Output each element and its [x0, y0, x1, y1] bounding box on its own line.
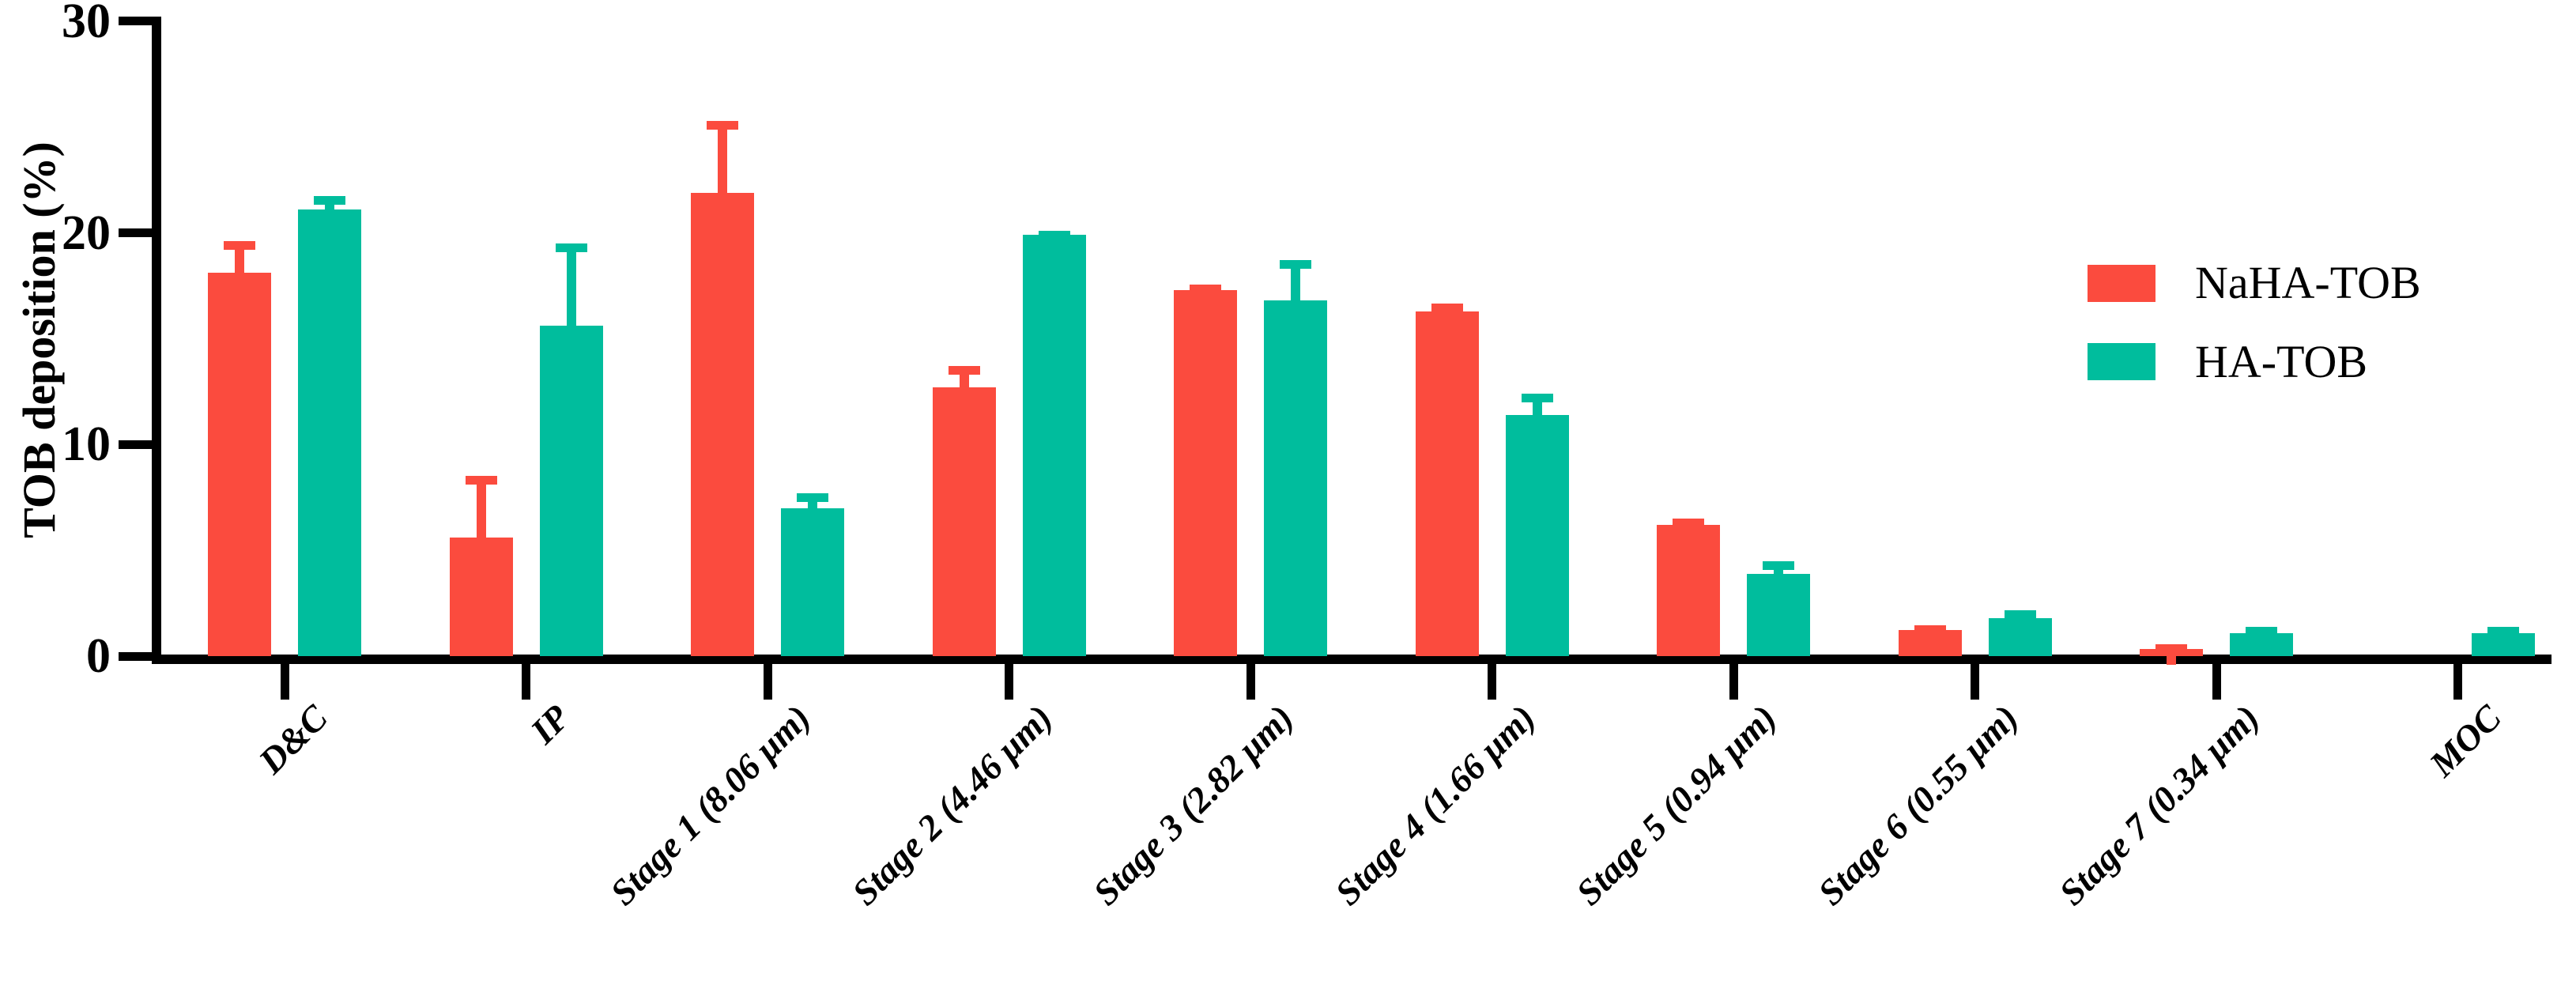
error-bar-line [718, 127, 727, 209]
legend-swatch-ha-tob [2088, 343, 2155, 380]
error-bar-line [566, 250, 576, 342]
error-bar-cap [1673, 518, 1704, 527]
error-bar-cap [707, 120, 738, 130]
y-axis-spine [152, 17, 161, 664]
error-bar-cap [1280, 260, 1311, 270]
error-bar-line [2015, 617, 2025, 634]
bar-naha-tob [208, 273, 271, 656]
x-category-label: Stage 6 (0.55 μm) [1809, 696, 2026, 913]
y-tick [119, 440, 152, 449]
x-category-label: Stage 2 (4.46 μm) [843, 696, 1060, 913]
error-bar-cap [2246, 626, 2277, 636]
error-bar-line [476, 483, 486, 554]
error-bar-cap [797, 492, 828, 502]
error-bar-line [1291, 267, 1300, 317]
bar-ha-tob [781, 507, 844, 656]
error-bar-cap [1763, 560, 1794, 570]
error-bar-cap [555, 243, 587, 252]
bar-naha-tob [1415, 311, 1479, 656]
x-tick [1971, 664, 1979, 700]
y-axis-title: TOB deposition (%) [13, 141, 65, 538]
legend-label-ha-tob: HA-TOB [2195, 336, 2368, 387]
y-tick-label: 0 [86, 629, 111, 683]
error-bar-line [808, 500, 817, 524]
error-bar-cap [1190, 285, 1221, 294]
x-category-label: Stage 7 (0.34 μm) [2051, 696, 2267, 913]
error-bar-line [325, 202, 334, 226]
error-bar-line [1201, 292, 1210, 306]
error-bar-cap [2155, 644, 2187, 654]
x-tick [280, 664, 289, 700]
error-bar-line [959, 373, 969, 404]
x-tick [2212, 664, 2221, 700]
bar-naha-tob [1174, 289, 1237, 656]
error-bar-line [1925, 632, 1935, 646]
y-tick [119, 228, 152, 238]
error-bar-line [2498, 633, 2508, 649]
x-tick [2453, 664, 2462, 700]
x-tick [763, 664, 772, 700]
error-bar-cap [465, 476, 497, 485]
error-bar-line [1774, 568, 1783, 590]
error-bar-cap [2487, 626, 2519, 636]
error-bar-line [2257, 633, 2266, 649]
error-bar-cap [948, 366, 980, 375]
error-bar-cap [1431, 304, 1463, 313]
error-bar-cap [314, 195, 345, 205]
legend-label-naha-tob: NaHA-TOB [2195, 257, 2421, 308]
y-tick-label: 10 [62, 417, 111, 472]
error-bar-line [1532, 401, 1542, 431]
x-category-label: Stage 4 (1.66 μm) [1326, 696, 1543, 913]
x-tick [1729, 664, 1738, 700]
bar-naha-tob [932, 387, 996, 656]
bar-ha-tob [1505, 414, 1569, 656]
x-tick [522, 664, 530, 700]
error-bar-cap [2004, 610, 2036, 620]
error-bar-line [235, 248, 244, 289]
x-category-label: D&C [251, 696, 335, 782]
bar-ha-tob [298, 209, 361, 656]
x-tick [1488, 664, 1496, 700]
x-axis-spine [152, 655, 2551, 664]
y-tick-label: 20 [62, 206, 111, 260]
error-bar-line [1442, 311, 1452, 327]
x-tick [1246, 664, 1255, 700]
bar-ha-tob [1264, 300, 1327, 656]
x-category-label: Stage 1 (8.06 μm) [602, 696, 818, 913]
x-category-label: MOC [2421, 696, 2509, 785]
error-bar-cap [224, 241, 255, 251]
error-bar-cap [1521, 394, 1553, 403]
y-tick [119, 651, 152, 661]
bar-ha-tob [539, 326, 603, 656]
x-category-label: Stage 5 (0.94 μm) [1568, 696, 1784, 913]
bar-naha-tob [1657, 525, 1720, 656]
bar-ha-tob [1022, 235, 1086, 656]
error-bar-line [2167, 651, 2176, 665]
legend-swatch-naha-tob [2088, 265, 2155, 302]
x-category-label: IP [522, 696, 577, 752]
y-tick-label: 30 [62, 0, 111, 48]
x-category-label: Stage 3 (2.82 μm) [1085, 696, 1301, 913]
bar-naha-tob [449, 538, 513, 656]
error-bar-line [1049, 237, 1059, 251]
bar-naha-tob [691, 192, 754, 656]
y-tick [119, 17, 152, 26]
error-bar-line [1684, 525, 1693, 541]
x-tick [1005, 664, 1013, 700]
error-bar-cap [1038, 230, 1070, 240]
error-bar-cap [1914, 625, 1946, 635]
